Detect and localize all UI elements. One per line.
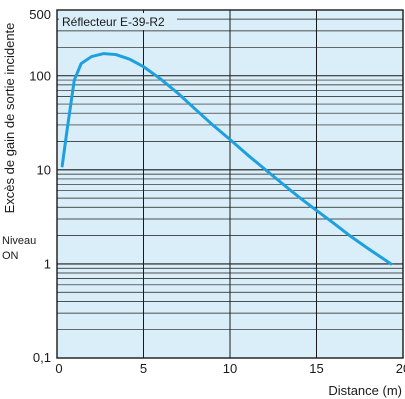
plot-border: [56, 9, 404, 359]
legend-label: Réflecteur E-39-R2: [62, 15, 165, 29]
y-axis-label: Excès de gain de sortie incidente: [2, 23, 17, 214]
y-tick-label: 10: [37, 162, 51, 177]
x-tick-label: 5: [140, 361, 147, 376]
legend-background: [59, 13, 177, 30]
y-tick-label: 100: [29, 68, 51, 83]
annotation-niveau: Niveau: [2, 235, 36, 247]
y-tick-label: 500: [29, 7, 51, 22]
y-tick-label: 1: [44, 256, 51, 271]
x-tick-labels: 0 5 10 15 20: [55, 361, 405, 376]
grid-layer: [57, 10, 403, 358]
x-tick-label: 15: [309, 361, 323, 376]
on-level-annotation: Niveau ON: [2, 235, 36, 262]
annotation-on: ON: [2, 250, 19, 262]
legend-box: Réflecteur E-39-R2: [59, 13, 177, 30]
curve-layer: [60, 52, 393, 266]
series-line-reflecteur: [60, 52, 393, 266]
x-tick-label: 20: [396, 361, 405, 376]
x-tick-label: 0: [55, 361, 62, 376]
x-tick-label: 10: [223, 361, 237, 376]
y-tick-labels: 0,1 1 10 100 500: [29, 7, 51, 365]
y-tick-label: 0,1: [33, 350, 51, 365]
x-axis-label: Distance (m): [328, 383, 402, 398]
